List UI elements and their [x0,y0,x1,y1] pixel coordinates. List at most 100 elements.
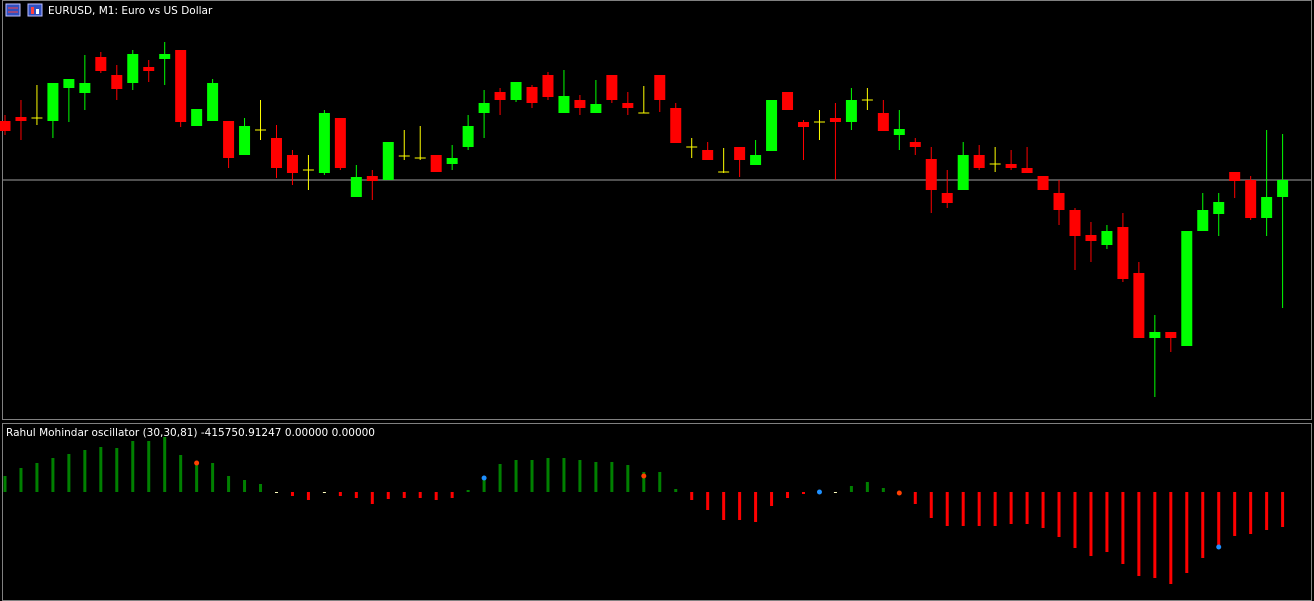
candle-body [606,75,618,100]
oscillator-bar [1025,492,1029,524]
candle-body [1149,332,1161,338]
candle-body [766,100,778,151]
oscillator-bar [195,465,199,492]
oscillator-bar [802,492,805,494]
oscillator-bar [913,492,917,504]
oscillator-bar [274,492,278,493]
candle-body [510,82,522,100]
oscillator-bar [211,463,215,492]
candle-body [957,155,969,190]
candle-body [0,121,11,131]
candle-body [702,150,714,160]
oscillator-bar [498,464,502,492]
oscillator-bar [290,492,294,496]
indicator-label: Rahul Mohindar oscillator (30,30,81) -41… [6,427,375,439]
signal-dot [896,490,902,496]
icon-bar [36,9,39,14]
signal-dot [481,475,487,481]
oscillator-bar [738,492,742,520]
candle-body [1005,164,1017,168]
oscillator-bar [115,448,119,492]
candle-body [366,176,378,181]
candle-body [1213,202,1225,214]
oscillator-bar [722,492,726,520]
oscillator-bar [881,488,885,492]
oscillator-bar [514,460,518,492]
candle-body [670,108,682,143]
candle-body [1197,210,1209,231]
oscillator-bar [578,460,582,492]
candle-body [542,75,554,97]
candle-body [941,193,953,203]
candle-body [1277,180,1289,197]
oscillator-bar [977,492,981,526]
oscillator-bar [1281,492,1285,527]
candle-body [526,87,538,103]
window-icon[interactable] [27,3,43,17]
candle-body [79,83,91,93]
oscillator-bar [1009,492,1013,524]
candle-body [1229,172,1241,181]
candle-body [973,155,985,168]
candle-body [1053,193,1065,210]
candle-body [143,67,155,71]
oscillator-bar [354,492,358,498]
candle-body [845,100,857,122]
candle-body [574,100,586,108]
oscillator-bar [51,458,55,492]
oscillator-bar [642,472,646,492]
candle-body [207,83,219,121]
oscillator-bar [610,462,614,492]
candle-body [270,138,282,168]
candle-body [1085,235,1097,241]
oscillator-bar [306,492,310,500]
oscillator-bar [546,458,550,492]
oscillator-bar [945,492,949,526]
candle-body [909,142,921,147]
candle-body [1133,273,1145,338]
oscillator-bar [1169,492,1173,584]
oscillator-bar [386,492,390,499]
candle-body [159,54,171,59]
candle-body [829,118,841,122]
candle-body [318,113,330,173]
candle-body [1117,227,1129,279]
oscillator-bar [322,492,326,493]
candle-body [734,147,746,160]
chart-icons[interactable] [5,3,43,17]
icon-bar [31,7,34,14]
oscillator-bar [658,472,662,492]
candle-body [654,75,666,100]
oscillator-bar [674,489,678,492]
candle-body [782,92,794,110]
candle-body [286,155,298,173]
candle-body [750,155,762,165]
candle-body [877,113,889,131]
candle-body [798,122,809,127]
candle-body [1181,231,1193,346]
oscillator-bar [99,447,103,492]
oscillator-bar [1105,492,1109,552]
oscillator-bar [3,476,7,492]
window-title: EURUSD, M1: Euro vs US Dollar [48,5,213,17]
oscillator-bar [1265,492,1269,530]
oscillator-bar [1153,492,1157,578]
oscillator-bar [626,465,630,492]
chart-icon[interactable] [5,3,21,17]
candle-body [1245,180,1257,218]
oscillator-bar [1089,492,1093,556]
oscillator-bar [530,460,534,492]
candle-body [558,96,570,113]
candle-body [893,129,905,135]
oscillator-bar [243,480,247,492]
candle-body [430,155,442,172]
signal-dot [641,473,647,479]
oscillator-bar [482,478,486,492]
candle-body [1165,332,1177,338]
candle-body [590,104,602,113]
oscillator-bar [754,492,758,522]
oscillator-bar [67,454,71,492]
candle-body [191,109,203,126]
